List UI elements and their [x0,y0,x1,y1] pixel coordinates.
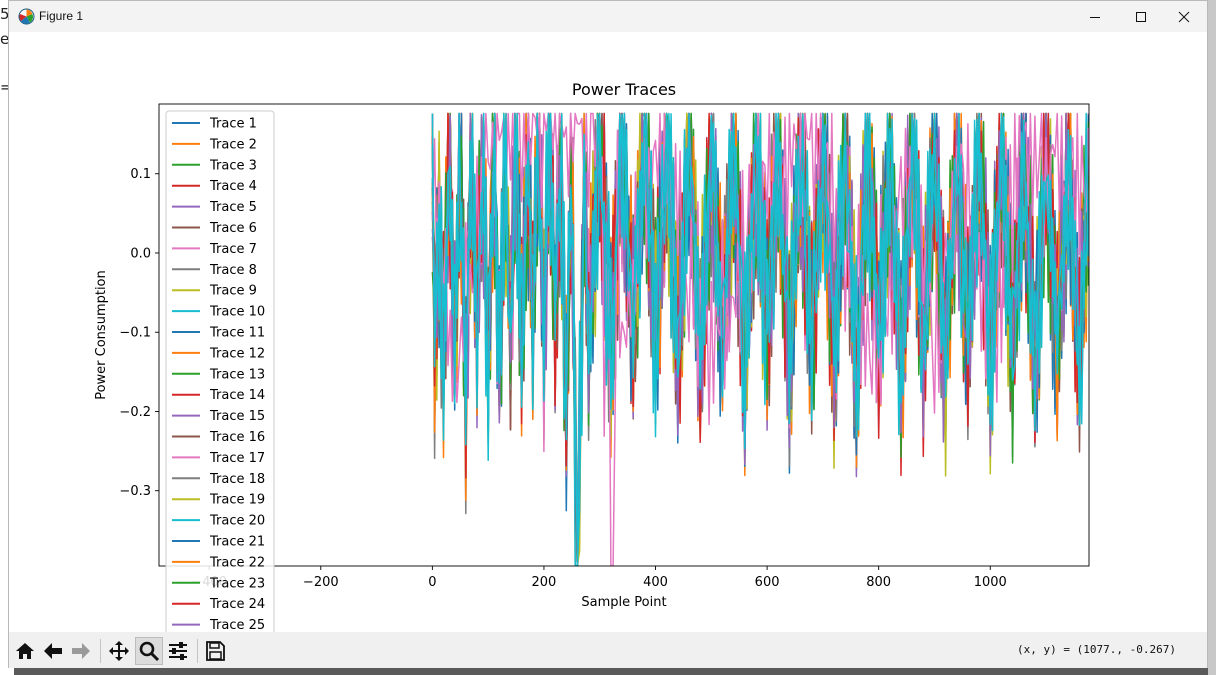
legend-label: Trace 3 [209,158,257,173]
legend-label: Trace 2 [209,137,257,152]
background-text-fragment: e [0,30,10,48]
save-icon [206,641,225,661]
x-tick-label: 200 [532,575,557,590]
legend-label: Trace 11 [209,326,265,341]
pan-button[interactable] [105,637,133,665]
window-title: Figure 1 [39,9,84,23]
y-tick-label: −0.1 [119,326,151,341]
back-icon [44,643,62,659]
legend-label: Trace 17 [209,451,265,466]
home-button[interactable] [11,637,39,665]
legend: Trace 1 Trace 2 Trace 3 Trace 4 Trace 5 Trace… [165,110,275,632]
minimize-icon [1090,16,1100,18]
back-button[interactable] [39,637,67,665]
legend-label: Trace 9 [209,284,257,299]
background-text-fragment: 5 [0,5,10,23]
home-icon [16,643,34,659]
x-tick-label: 600 [755,575,780,590]
legend-label: Trace 13 [209,367,265,382]
legend-label: Trace 7 [209,242,257,257]
configure-subplots-button[interactable] [164,637,192,665]
x-axis-label: Sample Point [581,595,666,610]
close-icon [1178,11,1190,22]
series-line-20 [431,112,1089,566]
toolbar-separator [197,639,198,663]
legend-label: Trace 10 [209,305,265,320]
x-tick-label: 800 [866,575,891,590]
title-bar[interactable]: Figure 1 [9,1,1207,32]
x-tick-label: 1000 [974,575,1007,590]
zoom-icon [139,641,160,662]
background-desktop [1208,0,1216,675]
y-tick-label: −0.3 [119,484,151,499]
configure-subplots-icon [169,642,187,660]
series-lines [431,112,1089,566]
pan-icon [109,641,129,661]
legend-label: Trace 15 [209,409,265,424]
matplotlib-app-icon [18,8,35,25]
legend-label: Trace 19 [209,493,265,508]
legend-label: Trace 20 [209,514,265,529]
toolbar-separator [100,639,101,663]
legend-label: Trace 23 [209,576,265,591]
legend-label: Trace 14 [209,388,265,403]
maximize-icon [1136,11,1146,22]
legend-label: Trace 18 [209,472,265,487]
close-button[interactable] [1161,1,1207,32]
legend-label: Trace 22 [209,555,265,570]
legend-label: Trace 6 [209,221,257,236]
y-tick-label: 0.0 [130,246,151,261]
minimize-button[interactable] [1072,1,1118,32]
navigation-toolbar: (x, y) = (1077., -0.267) [9,632,1207,668]
y-tick-label: −0.2 [119,405,151,420]
save-button[interactable] [201,637,229,665]
legend-label: Trace 25 [209,618,265,632]
legend-label: Trace 8 [209,263,257,278]
zoom-button[interactable] [135,637,163,665]
y-tick-label: 0.1 [130,167,151,182]
legend-label: Trace 1 [209,117,257,132]
legend-label: Trace 12 [209,346,265,361]
legend-label: Trace 16 [209,430,265,445]
x-tick-label: 400 [643,575,668,590]
forward-button[interactable] [67,637,95,665]
x-tick-label: 0 [428,575,436,590]
y-axis-label: Power Consumption [94,270,109,400]
series-line-18 [431,112,1089,566]
legend-label: Trace 4 [209,179,257,194]
maximize-button[interactable] [1118,1,1164,32]
axes-frame [158,103,1090,567]
cursor-coordinates: (x, y) = (1077., -0.267) [1017,643,1176,656]
legend-label: Trace 24 [209,597,265,612]
legend-box [165,110,275,632]
x-tick-label: −200 [303,575,339,590]
y-axis-ticks: 0.1 0.0 −0.1 −0.2 −0.3 [119,167,159,499]
legend-label: Trace 5 [209,200,257,215]
chart-title: Power Traces [572,80,676,99]
forward-icon [72,643,90,659]
legend-label: Trace 21 [209,535,265,550]
